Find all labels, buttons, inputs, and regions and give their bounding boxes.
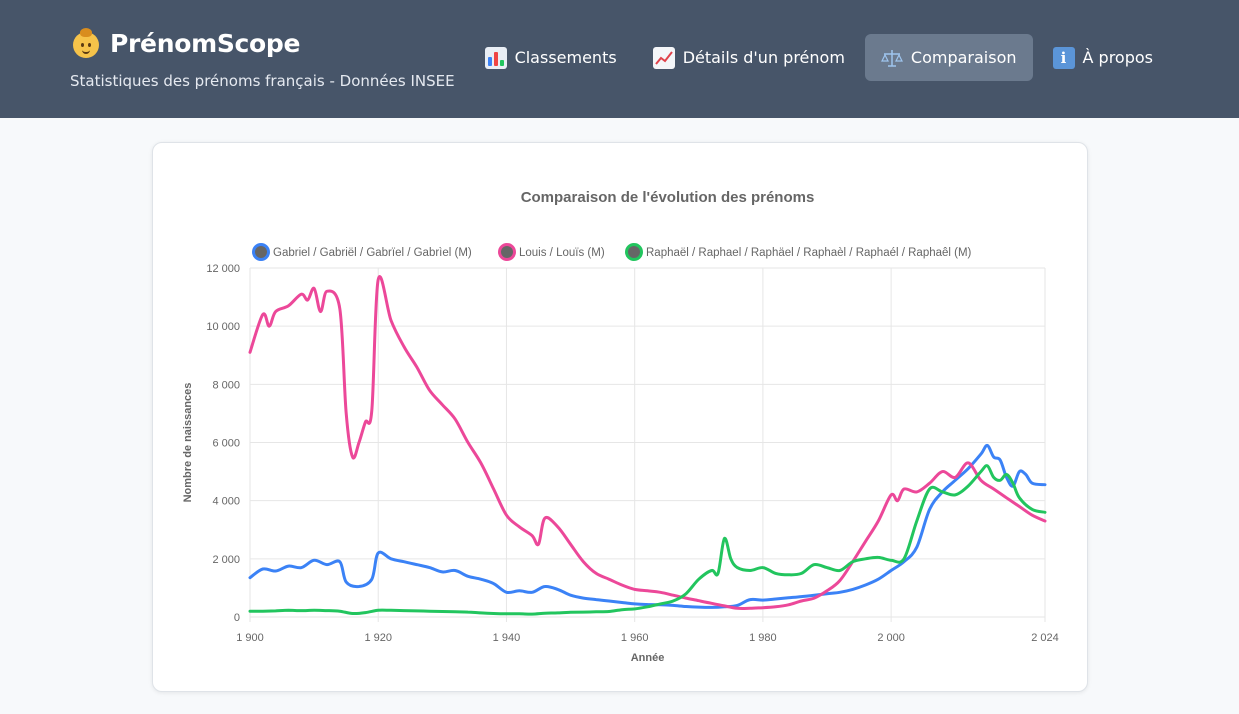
y-tick-label: 10 000 <box>206 321 240 333</box>
x-tick-label: 1 900 <box>236 632 264 644</box>
bar-chart-icon <box>484 46 507 69</box>
nav-label: Détails d'un prénom <box>682 48 845 67</box>
x-tick-label: 1 960 <box>621 632 649 644</box>
nav-label: À propos <box>1082 48 1153 67</box>
series-line-0 <box>248 443 1047 609</box>
nav-details[interactable]: Détails d'un prénom <box>637 34 861 81</box>
legend-label: Gabriel / Gabriël / Gabrïel / Gabrìel (M… <box>273 247 472 259</box>
x-tick-label: 2 024 <box>1031 632 1059 644</box>
legend-marker <box>625 243 643 261</box>
y-tick-label: 4 000 <box>212 496 240 508</box>
legend-label: Raphaël / Raphael / Raphäel / Raphaèl / … <box>646 247 972 259</box>
brand[interactable]: PrénomScope <box>70 27 300 59</box>
y-tick-label: 8 000 <box>212 379 240 391</box>
line-chart-icon <box>652 46 675 69</box>
series-line-1 <box>248 275 1047 611</box>
y-tick-label: 6 000 <box>212 438 240 450</box>
x-axis-label: Année <box>631 652 665 664</box>
baby-icon <box>70 27 102 59</box>
scale-icon <box>880 47 903 69</box>
app-header: PrénomScope Statistiques des prénoms fra… <box>0 0 1239 118</box>
nav-label: Comparaison <box>910 48 1017 67</box>
legend-marker <box>252 243 270 261</box>
y-tick-label: 2 000 <box>212 554 240 566</box>
y-tick-label: 12 000 <box>206 263 240 275</box>
x-tick-label: 1 980 <box>749 632 777 644</box>
y-axis-label: Nombre de naissances <box>182 383 194 503</box>
legend-marker <box>498 243 516 261</box>
y-tick-label: 0 <box>234 612 240 624</box>
x-tick-label: 1 920 <box>364 632 392 644</box>
app-title: PrénomScope <box>110 28 301 58</box>
nav-classements[interactable]: Classements <box>469 34 633 81</box>
info-icon: i <box>1052 46 1075 69</box>
x-tick-label: 1 940 <box>493 632 521 644</box>
x-tick-label: 2 000 <box>877 632 905 644</box>
chart-card: Comparaison de l'évolution des prénoms 0 2… <box>152 142 1088 692</box>
main-nav: Classements Détails d'un prénom Comparai… <box>469 34 1169 81</box>
nav-comparaison[interactable]: Comparaison <box>864 34 1033 81</box>
chart-title: Comparaison de l'évolution des prénoms <box>521 189 815 206</box>
nav-label: Classements <box>514 48 617 67</box>
series-line-2 <box>248 464 1047 616</box>
nav-apropos[interactable]: i À propos <box>1037 34 1169 81</box>
app-subtitle: Statistiques des prénoms français - Donn… <box>70 72 455 90</box>
comparison-chart[interactable]: Comparaison de l'évolution des prénoms 0 2… <box>153 143 1089 693</box>
legend-label: Louis / Louïs (M) <box>519 247 605 259</box>
